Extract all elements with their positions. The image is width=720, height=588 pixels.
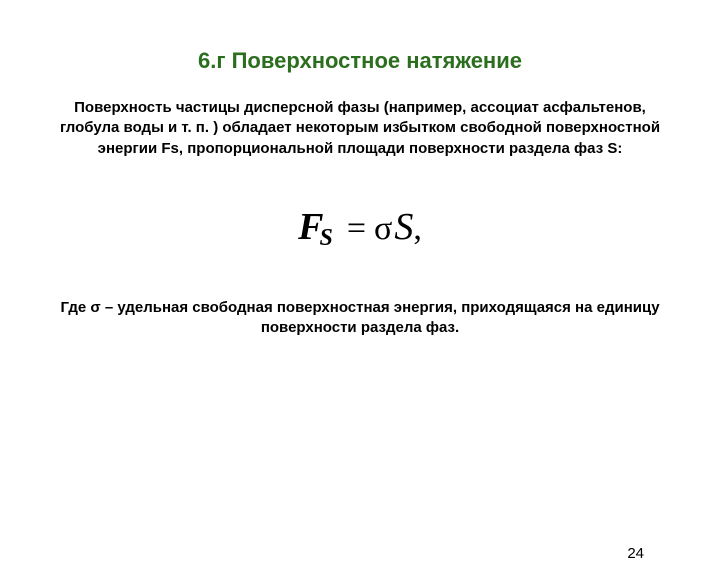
section-title: 6.г Поверхностное натяжение — [0, 48, 720, 74]
formula-sigma: σ — [374, 210, 392, 247]
formula-lhs-subscript: S — [319, 225, 332, 251]
formula-rhs-S: S — [394, 206, 413, 248]
formula-comma: , — [413, 210, 422, 247]
intro-paragraph: Поверхность частицы дисперсной фазы (нап… — [58, 98, 662, 159]
definition-paragraph: Где σ – удельная свободная поверхностная… — [48, 298, 672, 339]
formula-equals: = — [347, 210, 366, 247]
formula: FS=σS, — [0, 205, 720, 252]
page-number: 24 — [627, 545, 644, 562]
